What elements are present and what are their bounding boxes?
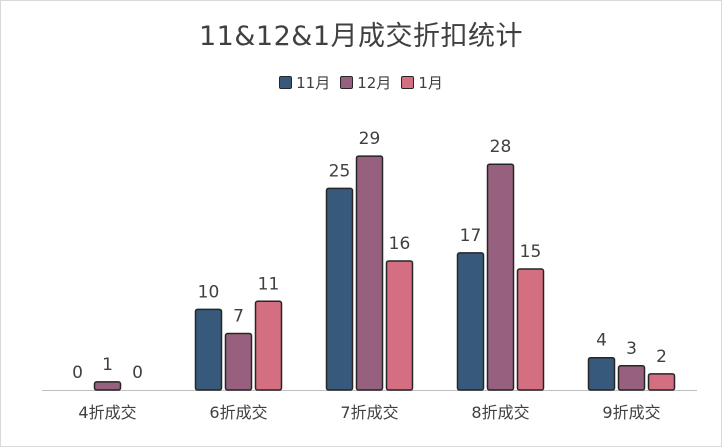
- data-label: 29: [359, 129, 381, 149]
- legend-swatch: [340, 76, 354, 89]
- data-label: 4: [596, 331, 607, 351]
- bar: [194, 308, 223, 391]
- bar: [325, 187, 354, 391]
- data-label: 16: [389, 234, 411, 254]
- data-label: 28: [490, 137, 512, 157]
- data-label: 3: [626, 339, 637, 359]
- legend-swatch: [279, 76, 293, 89]
- bar: [486, 163, 515, 391]
- data-label: 1: [102, 355, 113, 375]
- data-label: 10: [198, 282, 220, 302]
- x-tick-label: 8折成交: [471, 403, 529, 422]
- x-tick-label: 4折成交: [78, 403, 136, 422]
- x-tick-label: 9折成交: [602, 403, 660, 422]
- legend-label: 11月: [296, 74, 331, 92]
- chart-title: 11&12&1月成交折扣统计: [199, 21, 523, 52]
- bar: [254, 300, 283, 391]
- data-label: 17: [460, 226, 482, 246]
- data-label: 0: [72, 363, 83, 383]
- legend-label: 1月: [418, 74, 443, 92]
- bar: [647, 373, 676, 391]
- bar: [93, 381, 122, 391]
- bar: [587, 356, 616, 391]
- legend-item: 1月: [401, 72, 443, 93]
- data-label: 15: [520, 242, 542, 262]
- bar: [617, 365, 646, 391]
- data-label: 25: [329, 161, 351, 181]
- x-tick-label: 7折成交: [340, 403, 398, 422]
- legend-item: 11月: [279, 72, 330, 93]
- data-label: 0: [132, 363, 143, 383]
- data-label: 7: [233, 307, 244, 327]
- legend-swatch: [401, 76, 415, 89]
- bar: [516, 268, 545, 391]
- x-tick-label: 6折成交: [209, 403, 267, 422]
- legend-item: 12月: [340, 72, 391, 93]
- data-label: 11: [258, 274, 280, 294]
- data-label: 2: [656, 347, 667, 367]
- bar: [355, 155, 384, 391]
- chart-legend: 11月 12月 1月: [0, 72, 722, 93]
- bar: [224, 332, 253, 391]
- bar: [385, 260, 414, 391]
- bar: [456, 252, 485, 391]
- legend-label: 12月: [357, 74, 392, 92]
